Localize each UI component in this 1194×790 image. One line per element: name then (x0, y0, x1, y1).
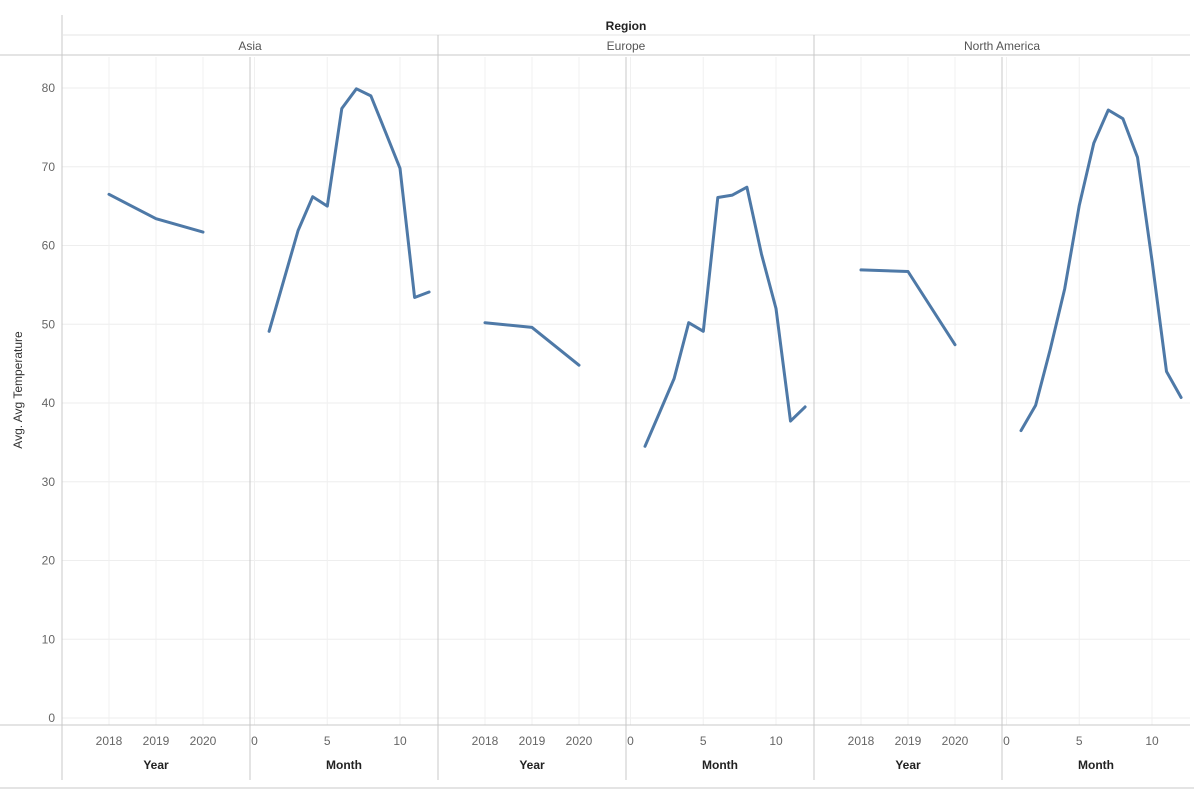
x-tick-label-year: 2019 (895, 734, 922, 748)
x-tick-label-year: 2019 (519, 734, 546, 748)
x-tick-label-month: 0 (251, 734, 258, 748)
x-tick-label-year: 2019 (143, 734, 170, 748)
x-tick-label-year: 2018 (472, 734, 499, 748)
y-tick-label: 70 (42, 160, 56, 174)
y-tick-label: 60 (42, 239, 56, 253)
x-axis-label-year: Year (895, 758, 921, 772)
x-tick-label-year: 2020 (190, 734, 217, 748)
region-header: Asia (238, 39, 262, 53)
x-tick-label-month: 0 (627, 734, 634, 748)
region-header: Europe (607, 39, 646, 53)
x-tick-label-month: 5 (700, 734, 707, 748)
year-series-line (483, 321, 581, 367)
y-tick-label: 30 (42, 475, 56, 489)
x-tick-label-year: 2020 (566, 734, 593, 748)
x-axis-label-month: Month (1078, 758, 1114, 772)
y-tick-label: 50 (42, 317, 56, 331)
y-tick-label: 20 (42, 554, 56, 568)
y-tick-label: 80 (42, 81, 56, 95)
x-tick-label-month: 10 (1145, 734, 1159, 748)
month-series-line (1019, 108, 1183, 433)
month-series-line (643, 185, 807, 448)
x-axis-label-month: Month (326, 758, 362, 772)
y-axis: Avg. Avg Temperature 0 10 20 30 40 50 60 70 80 (11, 81, 55, 725)
column-header-title: Region (606, 19, 647, 33)
x-tick-label-month: 5 (1076, 734, 1083, 748)
y-tick-label: 0 (48, 711, 55, 725)
y-tick-label: 40 (42, 396, 56, 410)
x-tick-label-month: 10 (769, 734, 783, 748)
x-axis-label-year: Year (143, 758, 169, 772)
year-series-line (859, 268, 957, 347)
region-header: North America (964, 39, 1040, 53)
y-tick-label: 10 (42, 632, 56, 646)
year-series-line (107, 192, 205, 234)
x-axis-label-year: Year (519, 758, 545, 772)
series-layer (107, 87, 1183, 448)
x-axis-label-month: Month (702, 758, 738, 772)
x-tick-label-month: 5 (324, 734, 331, 748)
y-axis-label: Avg. Avg Temperature (11, 331, 25, 449)
frame-layer (0, 15, 1194, 789)
x-tick-label-year: 2020 (942, 734, 969, 748)
header-layer: Region Asia Europe North America (238, 19, 1040, 53)
x-tick-label-month: 10 (393, 734, 407, 748)
month-series-line (267, 87, 431, 333)
x-tick-label-month: 0 (1003, 734, 1010, 748)
x-tick-label-year: 2018 (96, 734, 123, 748)
x-axis: 2018 2019 2020 Year 0 5 10 Month 2018 2019 2020 Yea… (96, 734, 1159, 772)
x-tick-label-year: 2018 (848, 734, 875, 748)
